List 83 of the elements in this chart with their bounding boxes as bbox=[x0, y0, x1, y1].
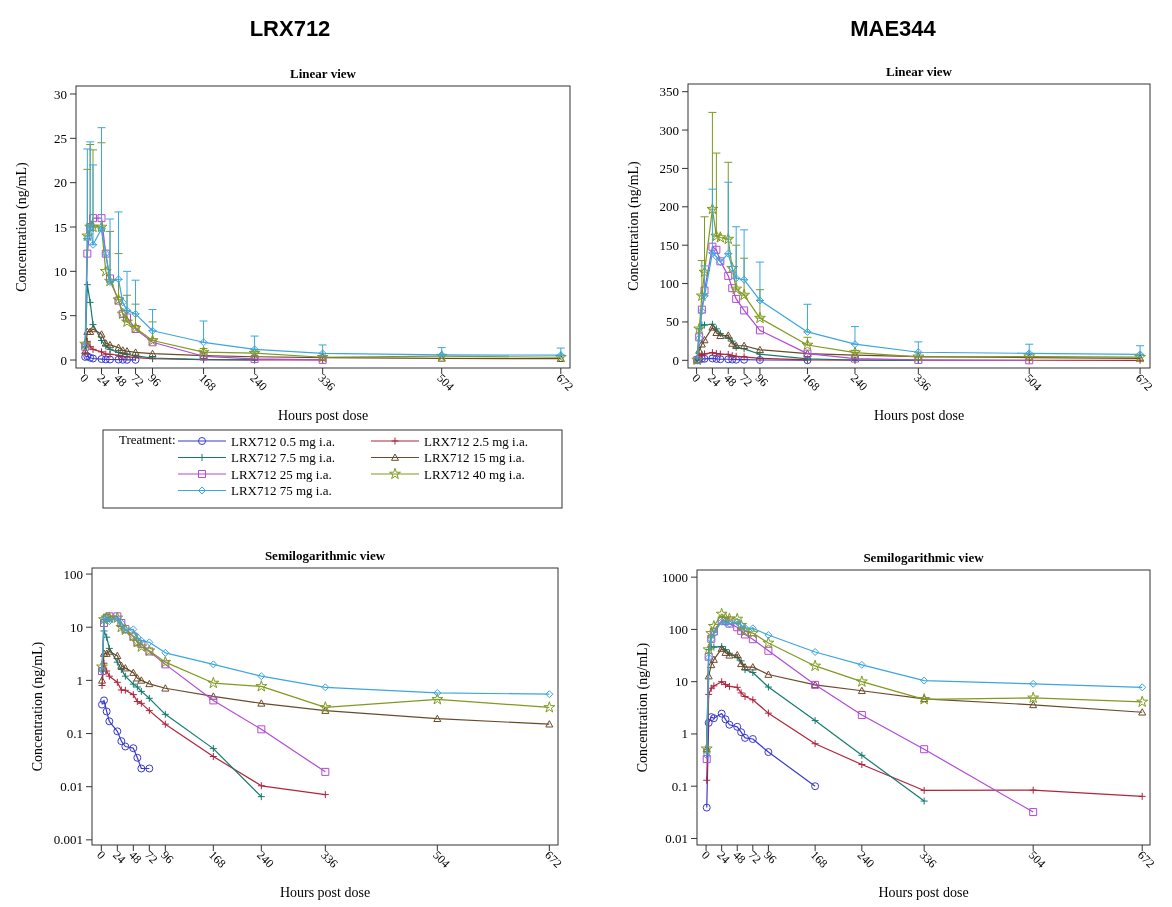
chart-title: LRX712 bbox=[249, 16, 331, 41]
x-tick-label: 24 bbox=[714, 848, 733, 867]
x-tick-label: 48 bbox=[111, 371, 130, 390]
y-tick-label: 350 bbox=[659, 84, 679, 100]
x-tick-label: 168 bbox=[807, 848, 831, 871]
x-tick-label: 336 bbox=[916, 848, 940, 871]
x-tick-label: 504 bbox=[1022, 371, 1045, 394]
x-tick-label: 240 bbox=[847, 371, 871, 394]
y-tick-label: 0.1 bbox=[671, 778, 688, 794]
x-axis-title: Hours post dose bbox=[878, 885, 969, 900]
x-tick-label: 168 bbox=[206, 848, 229, 871]
y-tick-label: 25 bbox=[54, 130, 67, 146]
x-tick-label: 168 bbox=[196, 371, 219, 394]
y-tick-label: 200 bbox=[659, 199, 679, 215]
x-tick-label: 24 bbox=[94, 371, 113, 390]
y-tick-label: 0.1 bbox=[66, 726, 83, 742]
x-tick-label: 24 bbox=[110, 848, 129, 867]
chart-subtitle: Linear view bbox=[886, 64, 953, 79]
y-tick-label: 10 bbox=[70, 619, 83, 635]
y-tick-label: 0 bbox=[60, 352, 67, 368]
x-axis-title: Hours post dose bbox=[277, 408, 369, 423]
x-tick-label: 672 bbox=[1132, 371, 1156, 394]
x-tick-label: 240 bbox=[854, 848, 878, 871]
x-tick-label: 240 bbox=[254, 848, 277, 871]
legend-label: LRX712 7.5 mg i.a. bbox=[231, 450, 335, 466]
y-tick-label: 1 bbox=[681, 726, 688, 742]
x-tick-label: 0 bbox=[698, 848, 714, 863]
legend-label: LRX712 0.5 mg i.a. bbox=[231, 433, 335, 449]
x-tick-label: 96 bbox=[761, 848, 780, 867]
x-tick-label: 72 bbox=[142, 848, 161, 867]
y-tick-label: 50 bbox=[666, 314, 679, 330]
x-tick-label: 672 bbox=[553, 371, 577, 394]
x-axis-title: Hours post dose bbox=[873, 408, 965, 423]
x-tick-label: 672 bbox=[542, 848, 565, 871]
y-axis-title: Concentration (ng/mL) bbox=[14, 161, 30, 292]
y-axis-title: Concentration (ng/mL) bbox=[30, 641, 46, 772]
x-tick-label: 504 bbox=[1025, 848, 1049, 871]
y-tick-label: 100 bbox=[659, 276, 679, 292]
x-tick-label: 72 bbox=[128, 371, 147, 390]
chart-title: Semilogarithmic view bbox=[264, 548, 386, 563]
x-tick-label: 96 bbox=[145, 371, 164, 390]
legend-label: LRX712 75 mg i.a. bbox=[231, 483, 332, 499]
y-tick-label: 100 bbox=[668, 621, 688, 637]
x-tick-label: 504 bbox=[434, 371, 458, 394]
x-tick-label: 504 bbox=[430, 848, 453, 871]
legend-label: LRX712 25 mg i.a. bbox=[231, 466, 332, 482]
y-tick-label: 5 bbox=[60, 308, 67, 324]
x-axis-title: Hours post dose bbox=[279, 885, 371, 900]
x-tick-label: 336 bbox=[911, 371, 934, 394]
y-tick-label: 300 bbox=[659, 122, 679, 138]
x-tick-label: 24 bbox=[705, 371, 724, 390]
y-tick-label: 1000 bbox=[662, 569, 688, 585]
y-axis-title: Concentration (ng/mL) bbox=[635, 642, 651, 773]
y-tick-label: 250 bbox=[659, 160, 679, 176]
y-tick-label: 0.001 bbox=[53, 832, 83, 848]
y-tick-label: 0.01 bbox=[665, 831, 688, 847]
y-tick-label: 0 bbox=[672, 352, 679, 368]
y-tick-label: 100 bbox=[63, 566, 83, 582]
x-tick-label: 336 bbox=[315, 371, 339, 394]
y-tick-label: 150 bbox=[659, 237, 679, 253]
y-tick-label: 0.01 bbox=[60, 779, 83, 795]
x-tick-label: 240 bbox=[247, 371, 271, 394]
x-tick-label: 168 bbox=[800, 371, 823, 394]
chart-subtitle: Linear view bbox=[290, 66, 357, 81]
y-tick-label: 20 bbox=[54, 175, 67, 191]
x-tick-label: 48 bbox=[126, 848, 145, 867]
y-tick-label: 10 bbox=[675, 674, 688, 690]
legend-label: LRX712 15 mg i.a. bbox=[424, 450, 525, 466]
y-axis-title: Concentration (ng/mL) bbox=[626, 160, 642, 291]
y-tick-label: 30 bbox=[54, 86, 67, 102]
chart-title: MAE344 bbox=[850, 16, 937, 41]
x-tick-label: 0 bbox=[689, 371, 704, 386]
x-tick-label: 672 bbox=[1135, 848, 1158, 871]
y-tick-label: 1 bbox=[76, 672, 83, 688]
legend-label: LRX712 2.5 mg i.a. bbox=[424, 433, 528, 449]
x-tick-label: 0 bbox=[94, 848, 109, 863]
chart-title: Semilogarithmic view bbox=[863, 550, 985, 565]
legend-title: Treatment: bbox=[119, 432, 176, 447]
legend-label: LRX712 40 mg i.a. bbox=[424, 466, 525, 482]
y-tick-label: 10 bbox=[54, 263, 67, 279]
x-tick-label: 96 bbox=[158, 848, 177, 867]
x-tick-label: 336 bbox=[318, 848, 341, 871]
y-tick-label: 15 bbox=[54, 219, 67, 235]
